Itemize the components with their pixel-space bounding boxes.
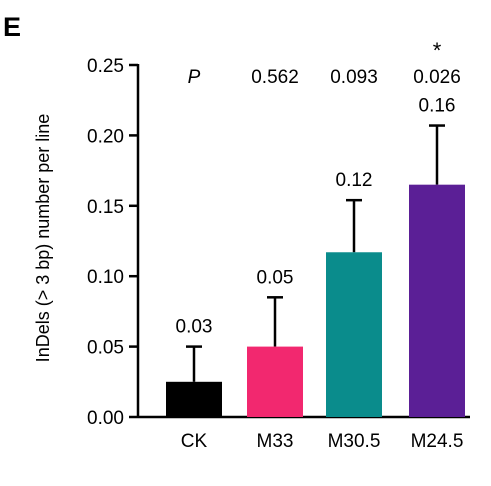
x-tick-label: M30.5 [328,431,381,452]
y-axis-title: InDels (> 3 bp) number per line [33,114,53,363]
significance-marker: * [433,38,442,63]
y-tick-label: 0.00 [87,408,124,429]
value-label: 0.03 [176,317,213,338]
bars [166,124,465,417]
y-tick-label: 0.10 [87,267,124,288]
axes: 0.00 0.05 0.10 0.15 0.20 0.25 [87,56,470,429]
value-label: 0.12 [336,170,373,191]
p-value-label: 0.562 [251,67,299,88]
y-tick-label: 0.05 [87,338,124,359]
bar-m33 [247,346,303,417]
x-tick-label: M33 [257,431,294,452]
p-value-label: 0.093 [330,67,378,88]
p-header-label: P [188,67,201,88]
y-tick-label: 0.25 [87,56,124,77]
y-tick-label: 0.15 [87,197,124,218]
p-value-label: 0.026 [413,67,461,88]
labels: 0.03 CK 0.05 M33 0.562 0.12 M30.5 0.093 0.16 M24.… [176,38,464,452]
bar-m30-5 [326,252,382,417]
y-tick-label: 0.20 [87,126,124,147]
x-tick-label: M24.5 [411,431,464,452]
x-tick-label: CK [181,431,208,452]
bar-ck [166,381,222,417]
bar-m24-5 [409,184,465,417]
panel-label: E [3,12,21,42]
value-label: 0.05 [257,267,294,288]
value-label: 0.16 [419,96,456,117]
